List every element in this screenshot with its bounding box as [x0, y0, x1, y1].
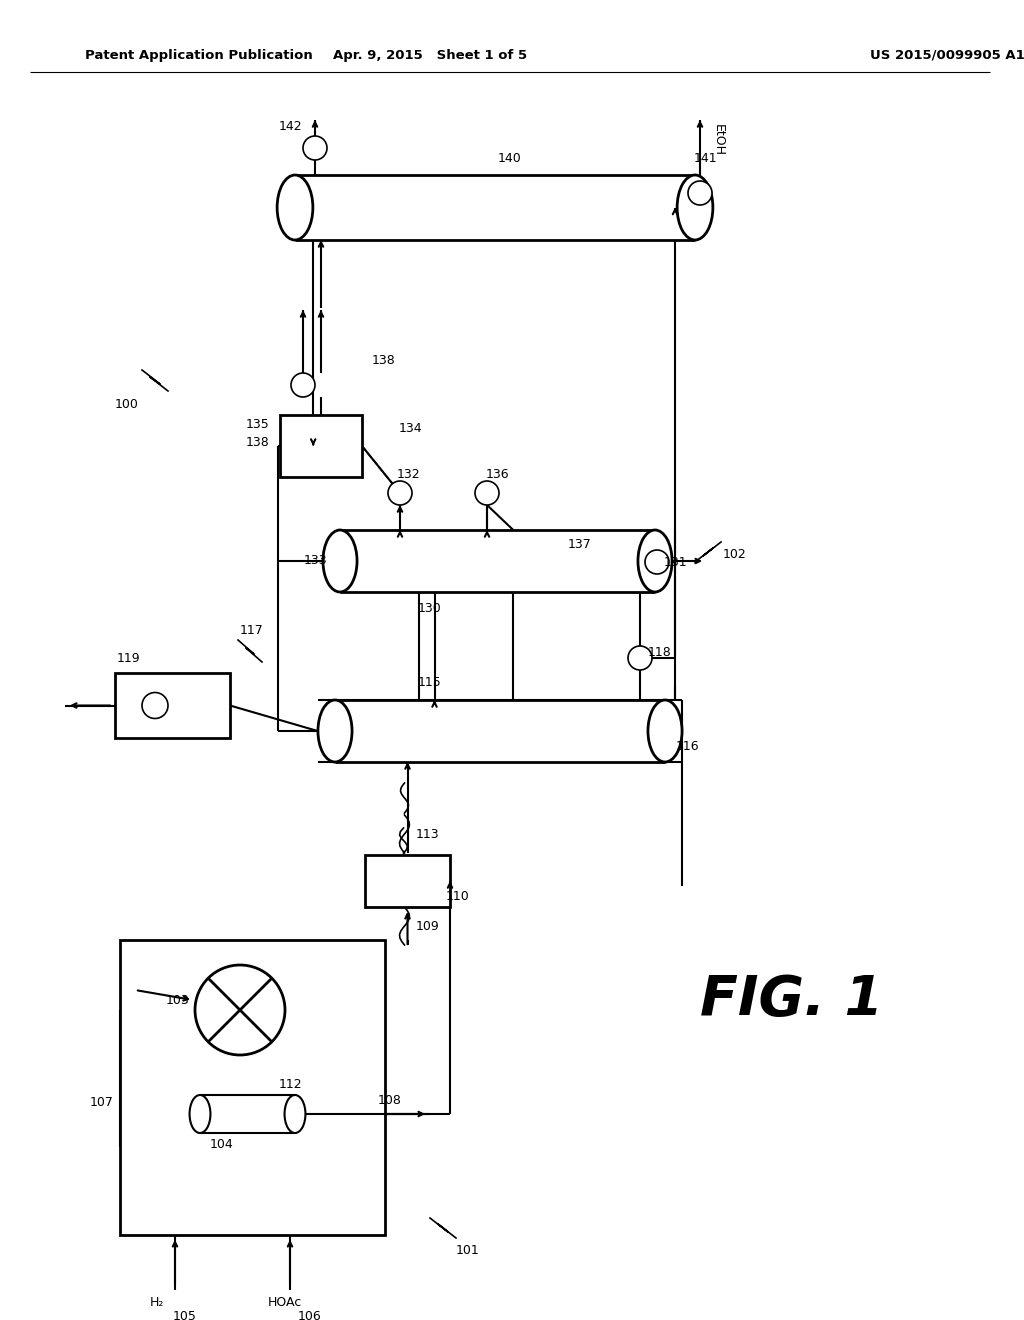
Text: 118: 118	[648, 647, 672, 660]
Text: 131: 131	[664, 556, 687, 569]
Ellipse shape	[677, 176, 713, 240]
Bar	[295, 176, 695, 240]
Text: 109: 109	[416, 920, 439, 933]
Bar	[200, 1096, 295, 1133]
Circle shape	[388, 480, 412, 506]
Text: 138: 138	[372, 354, 396, 367]
Text: US 2015/0099905 A1: US 2015/0099905 A1	[870, 49, 1024, 62]
Text: 138: 138	[246, 437, 270, 450]
Text: 102: 102	[723, 549, 746, 561]
Text: 130: 130	[418, 602, 442, 615]
Text: 110: 110	[446, 891, 470, 903]
Circle shape	[195, 965, 285, 1055]
Text: 100: 100	[115, 399, 139, 412]
Text: 101: 101	[456, 1243, 480, 1257]
Circle shape	[475, 480, 499, 506]
Bar	[335, 700, 665, 762]
Ellipse shape	[638, 531, 672, 591]
Bar	[115, 673, 230, 738]
Text: 133: 133	[303, 553, 327, 566]
Circle shape	[303, 136, 327, 160]
Text: 115: 115	[418, 676, 442, 689]
Text: 119: 119	[116, 652, 140, 665]
Text: Patent Application Publication: Patent Application Publication	[85, 49, 312, 62]
Text: 112: 112	[279, 1078, 302, 1092]
Circle shape	[628, 645, 652, 671]
Bar	[365, 855, 450, 907]
Text: 141: 141	[693, 153, 717, 165]
Ellipse shape	[278, 176, 313, 240]
Circle shape	[291, 374, 315, 397]
Text: 104: 104	[210, 1138, 233, 1151]
Text: 134: 134	[398, 421, 422, 434]
Text: HOAc: HOAc	[268, 1296, 302, 1309]
Text: 135: 135	[246, 418, 270, 432]
Text: Apr. 9, 2015   Sheet 1 of 5: Apr. 9, 2015 Sheet 1 of 5	[333, 49, 527, 62]
Text: H₂: H₂	[150, 1296, 164, 1309]
Bar	[280, 414, 362, 477]
Text: 103: 103	[166, 994, 189, 1006]
Text: 117: 117	[240, 623, 264, 636]
Text: 113: 113	[416, 829, 439, 842]
Circle shape	[688, 181, 712, 205]
Text: 136: 136	[485, 469, 509, 482]
Text: 132: 132	[396, 469, 420, 482]
Text: 106: 106	[298, 1311, 322, 1320]
Bar	[120, 940, 385, 1236]
Ellipse shape	[648, 700, 682, 762]
Text: 137: 137	[568, 539, 592, 552]
Text: 105: 105	[173, 1311, 197, 1320]
Ellipse shape	[285, 1096, 305, 1133]
Ellipse shape	[189, 1096, 211, 1133]
Text: EtOH: EtOH	[712, 124, 725, 156]
Ellipse shape	[323, 531, 357, 591]
Text: 140: 140	[498, 153, 522, 165]
Text: FIG. 1: FIG. 1	[700, 973, 883, 1027]
Text: 116: 116	[675, 741, 698, 754]
Bar	[340, 531, 655, 591]
Circle shape	[645, 550, 669, 574]
Ellipse shape	[317, 700, 352, 762]
Circle shape	[142, 693, 168, 718]
Text: 108: 108	[378, 1093, 402, 1106]
Text: 142: 142	[279, 120, 302, 132]
Text: 107: 107	[90, 1096, 114, 1109]
